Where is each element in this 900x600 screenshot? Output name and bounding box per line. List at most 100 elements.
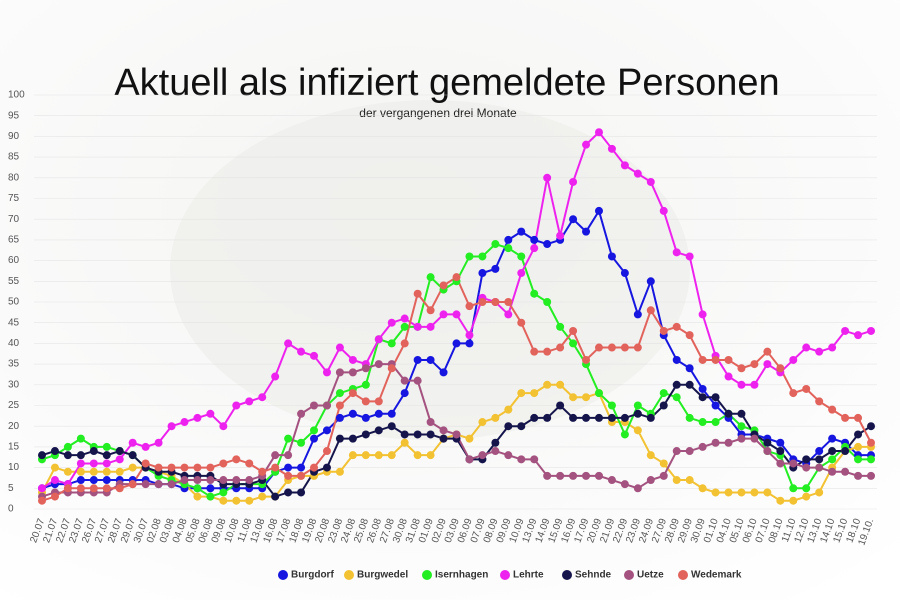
data-point — [620, 430, 629, 439]
data-point — [478, 451, 487, 460]
data-point — [569, 215, 578, 224]
data-point — [50, 447, 59, 456]
data-point — [815, 455, 824, 464]
data-point — [426, 322, 435, 331]
data-point — [763, 438, 772, 447]
data-point — [828, 447, 837, 456]
data-point — [750, 380, 759, 389]
data-point — [698, 442, 707, 451]
legend-marker — [624, 570, 634, 580]
data-point — [50, 492, 59, 501]
data-point — [556, 231, 565, 240]
data-point — [685, 476, 694, 485]
y-tick-label: 70 — [8, 214, 20, 225]
data-point — [556, 380, 565, 389]
data-point — [374, 426, 383, 435]
data-point — [219, 422, 228, 431]
data-point — [711, 438, 720, 447]
data-point — [426, 451, 435, 460]
data-point — [763, 360, 772, 369]
data-point — [491, 447, 500, 456]
data-point — [219, 476, 228, 485]
data-point — [426, 273, 435, 282]
data-point — [115, 484, 124, 493]
legend-label: Isernhagen — [435, 570, 488, 581]
data-point — [672, 380, 681, 389]
data-point — [504, 310, 513, 319]
data-point — [284, 451, 293, 460]
data-point — [465, 339, 474, 348]
y-tick-label: 85 — [8, 152, 20, 163]
data-point — [206, 409, 215, 418]
data-point — [361, 430, 370, 439]
data-point — [594, 471, 603, 480]
data-point — [543, 298, 552, 306]
data-point — [724, 372, 733, 381]
data-point — [271, 463, 280, 472]
y-tick-label: 15 — [8, 442, 20, 453]
data-point — [439, 368, 448, 377]
data-point — [76, 484, 85, 493]
data-point — [828, 405, 837, 414]
data-point — [543, 413, 552, 422]
data-point — [815, 347, 824, 356]
data-point — [310, 434, 319, 443]
data-point — [569, 339, 578, 348]
data-point — [711, 393, 720, 402]
data-point — [594, 206, 603, 215]
data-point — [348, 409, 357, 418]
data-point — [776, 364, 785, 373]
data-point — [569, 471, 578, 480]
data-point — [232, 401, 241, 410]
data-point — [530, 347, 539, 356]
data-point — [556, 471, 565, 480]
data-point — [491, 264, 500, 273]
y-tick-label: 30 — [8, 379, 20, 390]
data-point — [867, 326, 875, 335]
data-point — [517, 318, 526, 327]
data-point — [245, 397, 254, 406]
data-point — [348, 434, 357, 443]
legend-marker — [278, 570, 288, 580]
data-point — [776, 438, 785, 447]
data-point — [284, 434, 293, 443]
data-point — [115, 467, 124, 476]
data-point — [400, 430, 409, 439]
data-point — [322, 401, 331, 410]
data-point — [310, 401, 319, 410]
data-point — [789, 389, 798, 398]
data-point — [374, 397, 383, 406]
data-point — [297, 471, 306, 480]
data-point — [89, 467, 98, 476]
data-point — [219, 488, 228, 497]
data-point — [115, 455, 124, 464]
y-tick-label: 25 — [8, 400, 20, 411]
data-point — [361, 451, 370, 460]
data-point — [50, 476, 59, 485]
data-point — [89, 476, 98, 485]
data-point — [517, 455, 526, 464]
data-point — [841, 447, 850, 456]
data-point — [258, 393, 267, 402]
data-point — [310, 351, 319, 360]
data-point — [310, 463, 319, 472]
data-point — [76, 467, 85, 476]
data-point — [271, 492, 280, 501]
data-point — [310, 426, 319, 435]
data-point — [154, 463, 163, 472]
data-point — [737, 364, 746, 373]
legend-label: Burgwedel — [357, 570, 408, 581]
data-point — [646, 277, 655, 286]
data-point — [413, 355, 422, 364]
data-point — [802, 484, 811, 493]
data-point — [659, 206, 668, 215]
data-point — [841, 413, 850, 422]
data-point — [789, 484, 798, 493]
data-point — [335, 467, 344, 476]
y-tick-label: 20 — [8, 421, 20, 432]
data-point — [698, 484, 707, 493]
data-point — [322, 463, 331, 472]
y-tick-label: 75 — [8, 193, 20, 204]
data-point — [867, 471, 875, 480]
data-point — [646, 476, 655, 485]
